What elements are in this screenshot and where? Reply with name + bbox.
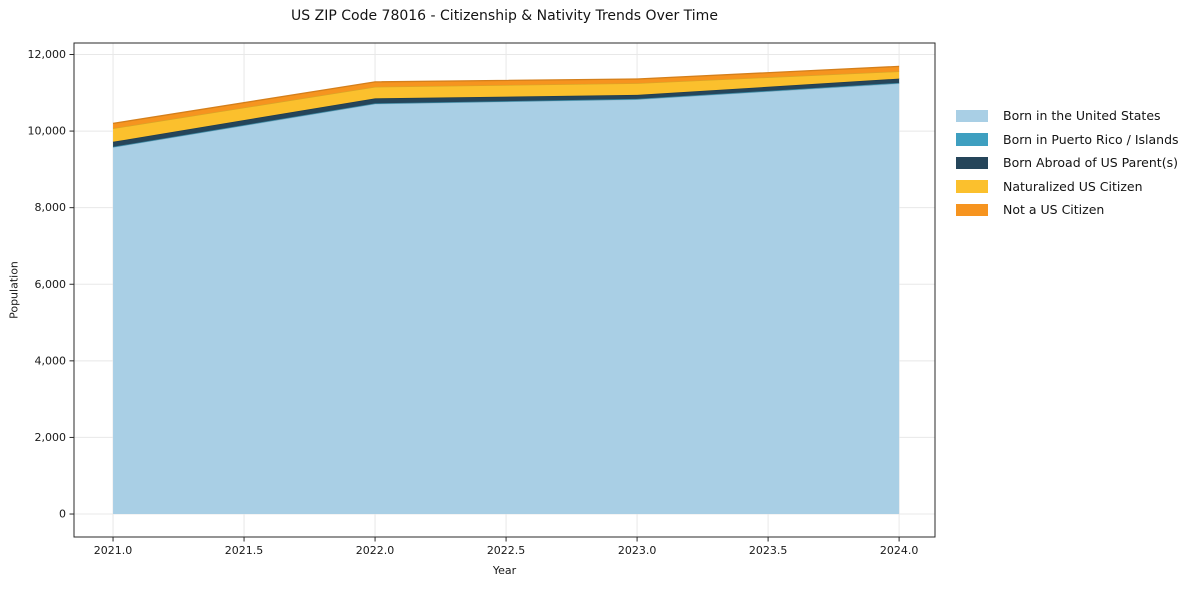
legend-item-label: Born in Puerto Rico / Islands — [1003, 131, 1179, 147]
area-born-in-the-united-states — [113, 83, 900, 515]
y-tick-label: 12,000 — [28, 48, 67, 61]
x-tick-label: 2022.0 — [356, 544, 395, 557]
legend-swatch — [956, 133, 988, 146]
legend-item: Naturalized US Citizen — [956, 175, 1179, 199]
legend-item-label: Born Abroad of US Parent(s) — [1003, 155, 1178, 171]
x-tick-label: 2021.5 — [225, 544, 264, 557]
y-tick-label: 4,000 — [35, 354, 67, 367]
x-tick-label: 2023.5 — [749, 544, 788, 557]
x-tick-label: 2022.5 — [487, 544, 526, 557]
chart-title: US ZIP Code 78016 - Citizenship & Nativi… — [291, 8, 718, 24]
area-naturalized-us-citizen — [113, 71, 900, 142]
y-tick-label: 10,000 — [28, 125, 67, 138]
legend-item: Born Abroad of US Parent(s) — [956, 151, 1179, 175]
legend-swatch — [956, 156, 988, 169]
legend-swatch — [956, 203, 988, 216]
y-tick-label: 0 — [59, 508, 66, 521]
area-edge — [112, 65, 900, 125]
y-tick-label: 2,000 — [35, 431, 67, 444]
legend-item-label: Naturalized US Citizen — [1003, 178, 1143, 194]
area-born-abroad-of-us-parent-s- — [113, 78, 900, 147]
area-not-a-us-citizen — [113, 66, 900, 129]
x-axis-label: Year — [492, 564, 517, 577]
plot-border — [73, 42, 936, 538]
legend-item: Born in the United States — [956, 104, 1179, 128]
y-tick-label: 8,000 — [35, 201, 67, 214]
legend-swatch — [956, 109, 988, 122]
legend-swatch — [956, 180, 988, 193]
legend-item: Born in Puerto Rico / Islands — [956, 128, 1179, 152]
x-tick-label: 2024.0 — [880, 544, 919, 557]
x-tick-label: 2021.0 — [94, 544, 133, 557]
legend-item-label: Born in the United States — [1003, 108, 1161, 124]
y-tick-label: 6,000 — [35, 278, 67, 291]
legend-item-label: Not a US Citizen — [1003, 202, 1105, 218]
x-tick-label: 2023.0 — [618, 544, 657, 557]
legend: Born in the United States Born in Puerto … — [956, 104, 1179, 222]
legend-item: Not a US Citizen — [956, 198, 1179, 222]
